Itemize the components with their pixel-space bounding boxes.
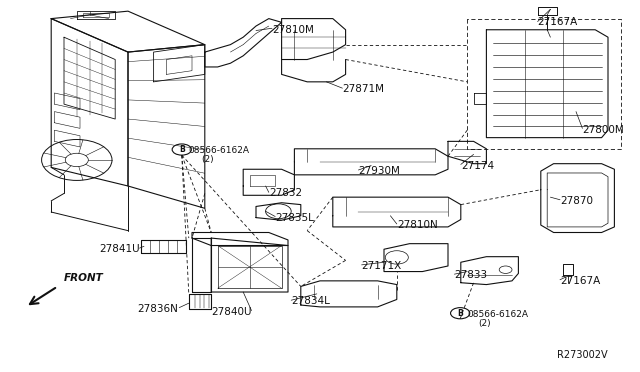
Text: 27174: 27174	[461, 161, 494, 170]
Text: (2): (2)	[202, 155, 214, 164]
Text: B: B	[458, 309, 463, 318]
Text: 27167A: 27167A	[560, 276, 600, 286]
Text: 27171X: 27171X	[362, 261, 402, 271]
Text: R273002V: R273002V	[557, 350, 607, 360]
Text: 27870: 27870	[560, 196, 593, 206]
Text: 27834L: 27834L	[291, 296, 330, 306]
Text: (2): (2)	[479, 319, 492, 328]
Text: 27841U: 27841U	[99, 244, 140, 254]
Text: 27836N: 27836N	[138, 304, 179, 314]
Text: FRONT: FRONT	[64, 273, 104, 283]
Text: 27840U: 27840U	[211, 307, 252, 317]
Text: 27167A: 27167A	[538, 17, 578, 27]
Text: B: B	[179, 145, 184, 154]
Text: 27810M: 27810M	[272, 25, 314, 35]
Text: 27833: 27833	[454, 270, 488, 280]
Text: 27810N: 27810N	[397, 220, 438, 230]
Text: 08566-6162A: 08566-6162A	[189, 146, 250, 155]
Text: 27800M: 27800M	[582, 125, 624, 135]
Text: 27871M: 27871M	[342, 84, 385, 94]
Text: 08566-6162A: 08566-6162A	[467, 310, 528, 319]
Text: 27835L: 27835L	[275, 213, 314, 222]
Text: 27930M: 27930M	[358, 166, 400, 176]
Text: 27832: 27832	[269, 189, 302, 198]
